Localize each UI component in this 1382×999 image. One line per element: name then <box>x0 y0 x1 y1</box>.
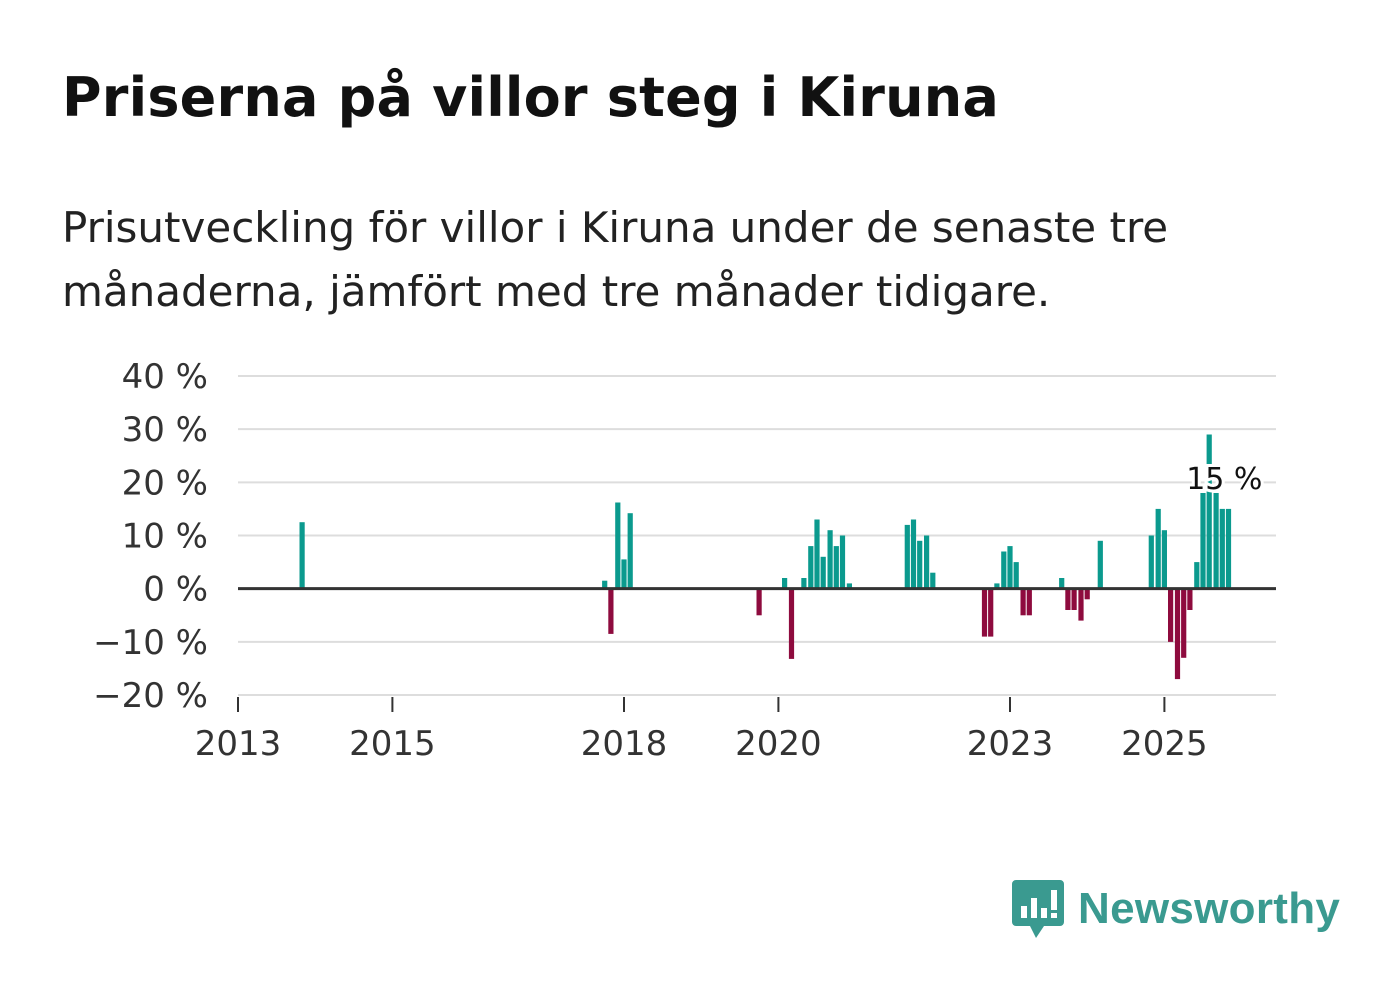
y-tick-label: 0 % <box>143 570 208 610</box>
y-axis-labels: 40 % 30 % 20 % 10 % 0 % −10 % −20 % <box>93 357 208 716</box>
bar <box>602 580 608 589</box>
bar <box>930 572 936 589</box>
chart-title: Priserna på villor steg i Kiruna <box>62 66 1000 129</box>
brand-name: Newsworthy <box>1078 884 1341 933</box>
annotations: 15 % <box>1183 459 1265 500</box>
bar <box>1013 562 1019 589</box>
bar <box>808 546 814 589</box>
bar <box>1206 434 1212 589</box>
bar <box>1200 493 1206 589</box>
bar <box>988 588 994 637</box>
x-tick-label: 2018 <box>581 724 668 764</box>
bar <box>1213 493 1219 589</box>
x-tick-label: 2013 <box>195 724 282 764</box>
bar <box>814 519 820 589</box>
bar <box>1020 588 1026 616</box>
brand-logo: Newsworthy <box>1010 878 1340 940</box>
bar <box>1219 508 1225 589</box>
y-tick-label: 30 % <box>122 410 208 450</box>
y-tick-label: 20 % <box>122 463 208 503</box>
bar <box>1174 588 1181 680</box>
bar <box>627 513 633 589</box>
bar <box>917 540 923 589</box>
bar <box>820 556 826 589</box>
x-tick-label: 2025 <box>1121 724 1208 764</box>
latest-value-label: 15 % <box>1186 462 1262 497</box>
bar <box>1155 508 1161 589</box>
bar <box>621 559 627 589</box>
chart-subtitle: Prisutveckling för villor i Kiruna under… <box>62 203 1169 316</box>
bar <box>615 502 621 589</box>
bar <box>981 588 988 637</box>
bar <box>1084 588 1090 600</box>
newsworthy-logo-icon <box>1012 880 1064 938</box>
bar <box>756 588 762 616</box>
bars <box>238 434 1276 680</box>
gridlines <box>238 375 1276 696</box>
bar <box>924 535 930 589</box>
bar <box>1225 508 1232 589</box>
x-tick-label: 2023 <box>967 724 1054 764</box>
bar <box>846 583 852 589</box>
bar <box>1001 551 1007 589</box>
bar <box>1187 588 1193 610</box>
bar <box>1026 588 1032 616</box>
bar <box>608 588 614 634</box>
bar <box>1168 588 1174 642</box>
bar <box>1148 535 1154 589</box>
bar <box>801 578 807 589</box>
bar <box>839 535 846 589</box>
y-tick-label: 40 % <box>122 357 208 397</box>
y-tick-label: 10 % <box>122 517 208 557</box>
bar <box>782 578 788 589</box>
bar <box>833 546 839 589</box>
bar <box>1161 530 1167 589</box>
bar <box>1078 588 1084 621</box>
bar <box>1181 588 1187 658</box>
bar <box>1194 562 1200 589</box>
bar <box>788 588 795 659</box>
bar <box>1097 540 1103 589</box>
y-tick-label: −20 % <box>93 676 208 716</box>
bar <box>827 530 833 589</box>
bar <box>994 583 1000 589</box>
bar <box>1007 546 1013 589</box>
x-tick-label: 2015 <box>349 724 436 764</box>
bar <box>904 524 910 589</box>
y-tick-label: −10 % <box>93 623 208 663</box>
bar <box>1059 578 1065 589</box>
bar <box>299 522 305 589</box>
bar <box>1065 588 1071 610</box>
x-tick-label: 2020 <box>735 724 822 764</box>
bar <box>910 519 917 589</box>
x-axis: 2013 2015 2018 2020 2023 2025 <box>195 697 1208 764</box>
bar <box>1071 588 1077 610</box>
